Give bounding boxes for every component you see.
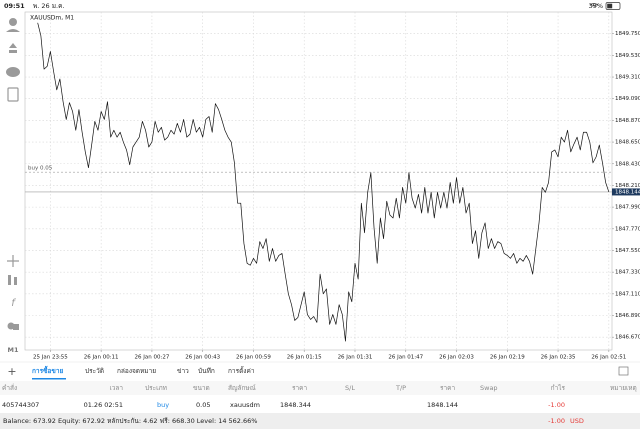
- table-header: กำไร: [551, 384, 566, 392]
- wifi-icon: [589, 3, 599, 7]
- indicator-icon[interactable]: f: [11, 298, 16, 309]
- tab[interactable]: บันทึก: [198, 367, 215, 375]
- y-tick-label: 1846.890: [615, 313, 640, 319]
- crosshair-icon[interactable]: [7, 255, 19, 267]
- y-tick-label: 1847.550: [615, 248, 640, 254]
- y-tick-label: 1846.670: [615, 335, 640, 341]
- add-button[interactable]: +: [7, 365, 16, 378]
- y-tick-label: 1847.110: [615, 291, 640, 297]
- x-tick-label: 26 Jan 00:11: [84, 355, 119, 361]
- footer-bg: [0, 413, 640, 429]
- y-tick-label: 1847.990: [615, 205, 640, 211]
- tab[interactable]: ข่าว: [177, 367, 189, 375]
- battery-icon: [605, 2, 621, 10]
- chat-icon[interactable]: [6, 67, 20, 77]
- y-tick-label: 1848.650: [615, 140, 640, 146]
- table-header: Swap: [480, 384, 498, 392]
- table: คำสั่ง เวลา ประเภท ขนาด สัญลักษณ์ ราคา S/L T/P ร…: [0, 383, 640, 412]
- table-row[interactable]: [0, 398, 640, 412]
- status-date: พ. 26 ม.ค.: [33, 2, 65, 10]
- table-cell: 0.05: [196, 401, 210, 409]
- chart: 1849.750 1849.530 1849.310 1849.090 1848.870…: [25, 12, 640, 361]
- status-time: 09:51: [4, 2, 25, 10]
- table-header: หมายเหตุ: [610, 384, 637, 392]
- objects-icon-b: [13, 324, 19, 330]
- active-tab-indicator: [32, 378, 66, 380]
- x-tick-label: 26 Jan 02:51: [591, 355, 626, 361]
- chart-title: XAUUSDm, M1: [30, 15, 74, 22]
- chart-type-icon-b: [14, 277, 17, 285]
- table-header: คำสั่ง: [2, 383, 17, 392]
- table-header: เวลา: [109, 384, 123, 392]
- account-icon[interactable]: [9, 18, 17, 26]
- x-tick-label: 25 Jan 23:55: [33, 355, 68, 361]
- x-tick-label: 26 Jan 02:35: [541, 355, 576, 361]
- tab[interactable]: ประวัติ: [85, 367, 104, 375]
- total-profit: -1.00: [548, 417, 565, 425]
- tab[interactable]: การซื้อขาย: [32, 365, 63, 375]
- table-cell: buy: [157, 401, 169, 409]
- order-line-label: buy 0.05: [28, 166, 53, 172]
- y-tick-label: 1848.870: [615, 118, 640, 124]
- table-header-bg: [0, 381, 640, 395]
- battery-level: [607, 3, 613, 9]
- x-tick-label: 26 Jan 00:27: [135, 355, 170, 361]
- tab[interactable]: กล่องจดหมาย: [117, 367, 156, 375]
- x-tick-label: 26 Jan 00:59: [236, 355, 271, 361]
- y-tick-label: 1847.330: [615, 270, 640, 276]
- table-header: ประเภท: [145, 384, 167, 392]
- timeframe-button[interactable]: M1: [8, 346, 19, 354]
- currency: USD: [570, 417, 584, 425]
- x-tick-label: 26 Jan 01:47: [388, 355, 423, 361]
- table-header: ราคา: [440, 384, 455, 392]
- table-header: S/L: [345, 384, 355, 392]
- table-header: ราคา: [292, 384, 307, 392]
- table-cell: 1848.144: [427, 401, 458, 409]
- chart-type-icon[interactable]: [8, 275, 11, 285]
- tab[interactable]: การตั้งค่า: [228, 366, 255, 375]
- new-order-icon[interactable]: [7, 87, 19, 102]
- panel-toggle[interactable]: [618, 366, 629, 376]
- y-tick-label: 1849.530: [615, 53, 640, 59]
- x-tick-label: 26 Jan 02:03: [439, 355, 474, 361]
- left-toolbar: f: [6, 18, 20, 330]
- table-cell: xauusdm: [230, 401, 260, 409]
- objects-icon[interactable]: [7, 322, 15, 330]
- last-price-box: [612, 188, 640, 196]
- y-tick-label: 1848.430: [615, 161, 640, 167]
- y-tick-label: 1849.090: [615, 96, 640, 102]
- y-tick-label: 1849.310: [615, 75, 640, 81]
- x-tick-label: 26 Jan 00:43: [185, 355, 220, 361]
- price-line: [37, 22, 610, 342]
- x-tick-label: 26 Jan 02:19: [490, 355, 525, 361]
- y-tick-label: 1849.750: [615, 31, 640, 37]
- x-tick-label: 26 Jan 01:31: [338, 355, 373, 361]
- account-icon-body: [6, 29, 20, 32]
- tabs: การซื้อขาย ประวัติ กล่องจดหมาย ข่าว บันทึก กา…: [32, 365, 255, 380]
- trade-icon[interactable]: [9, 43, 17, 53]
- table-header: สัญลักษณ์: [228, 384, 256, 392]
- table-cell: 1848.344: [280, 401, 311, 409]
- table-cell: 01.26 02:51: [84, 401, 123, 409]
- x-tick-label: 26 Jan 01:15: [287, 355, 322, 361]
- y-tick-label: 1848.210: [615, 183, 640, 189]
- last-price-label: 1848.144: [615, 189, 640, 195]
- y-tick-label: 1847.770: [615, 226, 640, 232]
- table-cell: 405744307: [2, 401, 39, 409]
- table-cell: -1.00: [548, 401, 565, 409]
- table-header: ขนาด: [193, 384, 210, 392]
- balance-text: Balance: 673.92 Equity: 672.92 หลักประกั…: [3, 417, 257, 425]
- table-header: T/P: [395, 384, 406, 392]
